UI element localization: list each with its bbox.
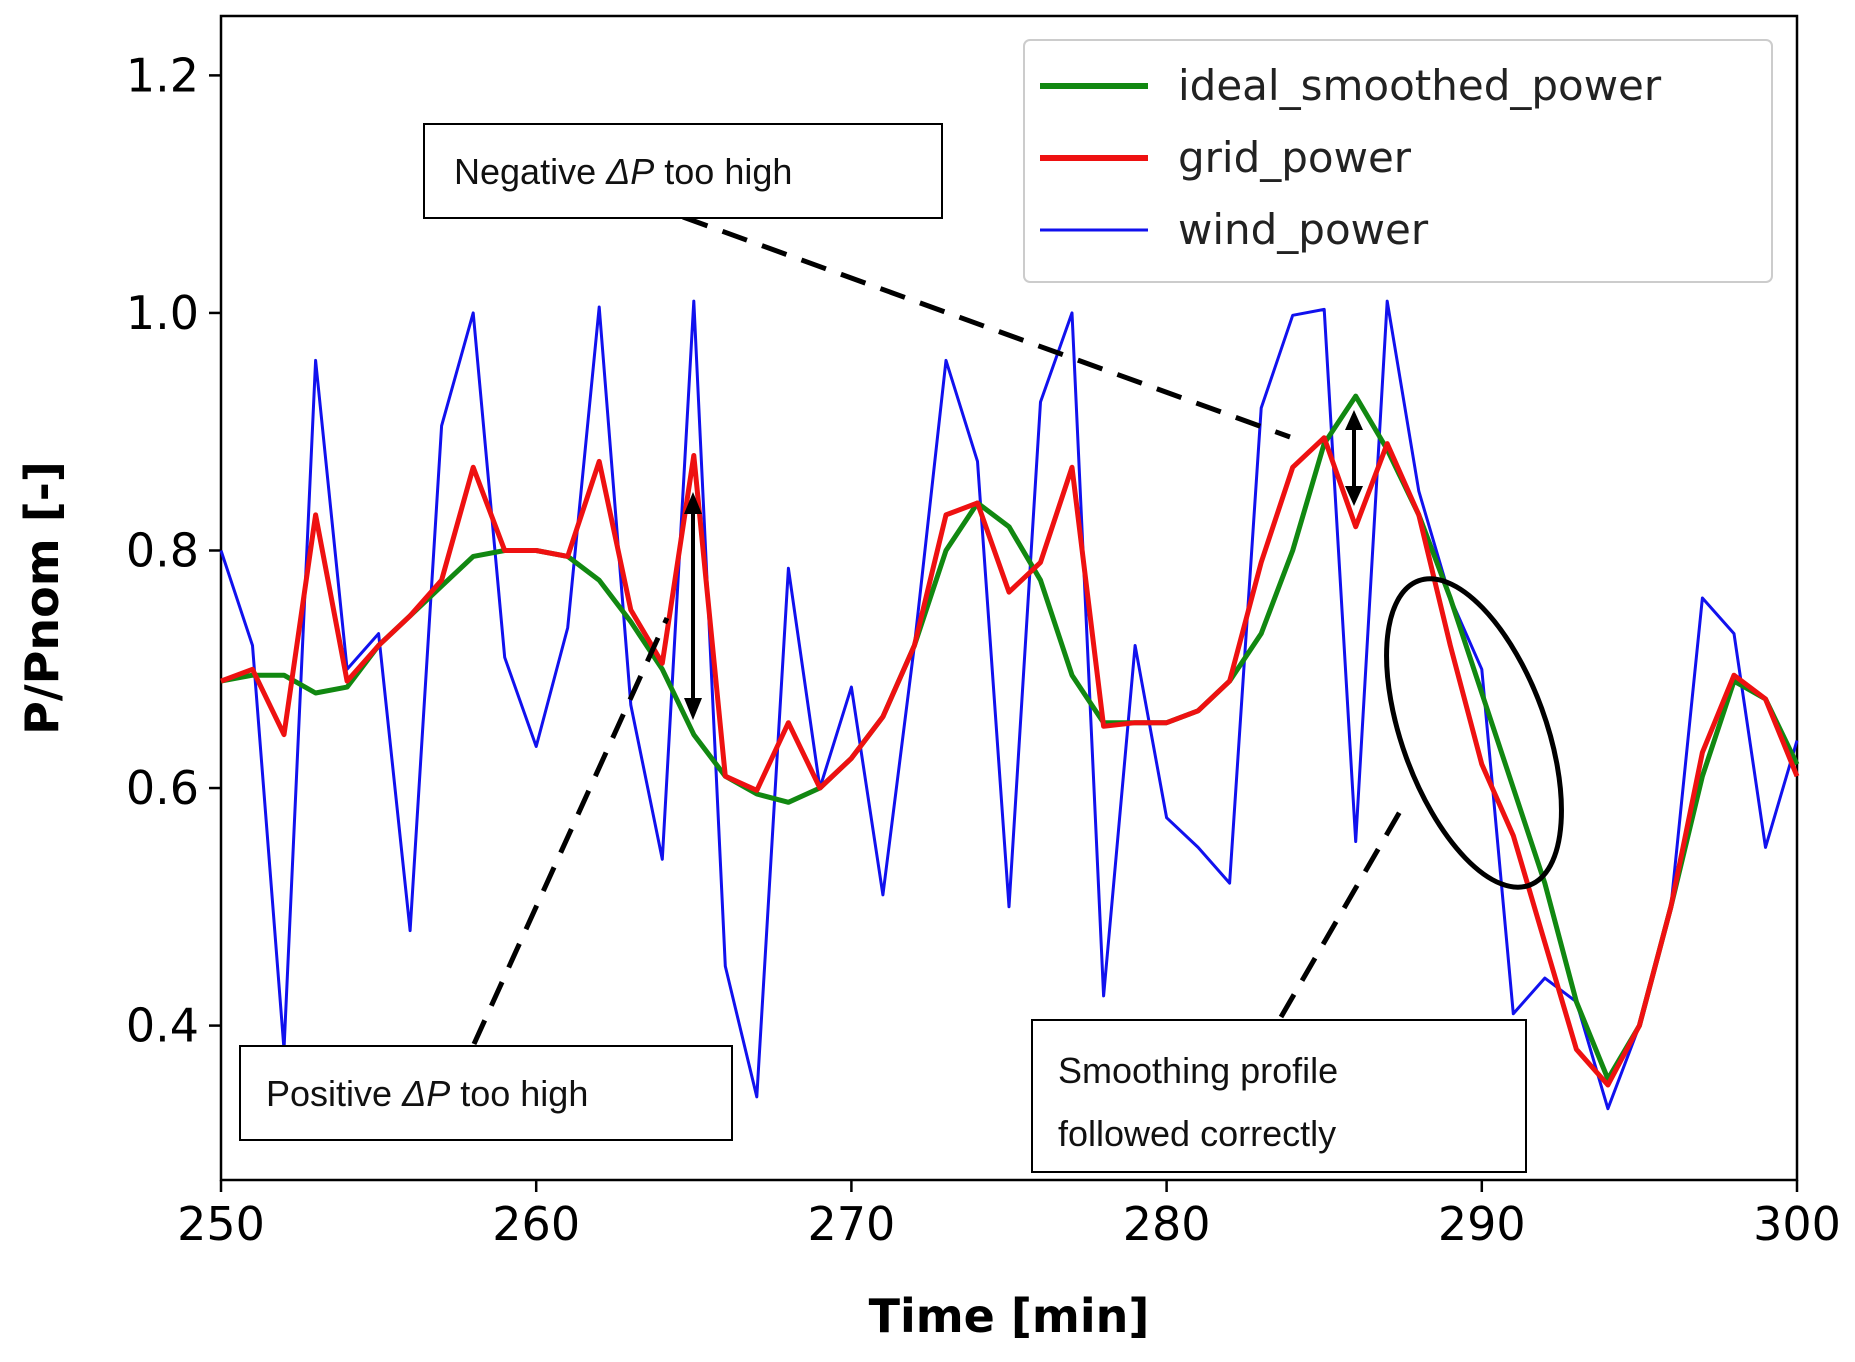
legend-label-ideal-smoothed-power: ideal_smoothed_power	[1178, 61, 1662, 110]
delta-arrow-negative	[1345, 410, 1363, 506]
x-axis: 250 260 270 280 290 300	[177, 1180, 1841, 1251]
delta-arrow-positive	[684, 492, 702, 720]
x-tick-label: 250	[177, 1197, 265, 1251]
y-axis: 0.4 0.6 0.8 1.0 1.2	[126, 48, 221, 1053]
highlight-ellipse	[1384, 576, 1564, 890]
series-line-wind-power	[219, 299, 1799, 1111]
y-tick-label: 0.4	[126, 999, 199, 1053]
y-tick-label: 1.0	[126, 286, 199, 340]
legend-box	[1023, 39, 1773, 283]
leader-line-negative	[682, 214, 1291, 440]
x-axis-title: Time [min]	[869, 1289, 1150, 1343]
annotation-smoothing-profile: Smoothing profile followed correctly	[1031, 1019, 1527, 1173]
annotation-positive-delta: Positive ΔP too high	[239, 1045, 733, 1141]
legend: ideal_smoothed_power grid_power wind_pow…	[1023, 39, 1773, 283]
y-axis-title: P/Pnom [-]	[15, 461, 69, 735]
svg-text:Negative ΔP too high: Negative ΔP too high	[454, 151, 792, 192]
svg-text:followed correctly: followed correctly	[1058, 1113, 1336, 1154]
annotation-negative-delta: Negative ΔP too high	[423, 123, 943, 219]
svg-text:Smoothing profile: Smoothing profile	[1058, 1050, 1338, 1091]
y-tick-label: 0.6	[126, 761, 199, 815]
legend-label-wind-power: wind_power	[1178, 205, 1429, 254]
series-line-ideal-smoothed-power	[220, 393, 1800, 1082]
leader-line-positive	[471, 616, 670, 1046]
x-tick-label: 270	[807, 1197, 895, 1251]
x-tick-label: 300	[1753, 1197, 1841, 1251]
legend-label-grid-power: grid_power	[1178, 133, 1412, 182]
y-tick-label: 1.2	[126, 48, 199, 102]
y-tick-label: 0.8	[126, 523, 199, 577]
x-tick-label: 260	[492, 1197, 580, 1251]
x-tick-label: 290	[1438, 1197, 1526, 1251]
series-layer	[219, 299, 1800, 1111]
x-tick-label: 280	[1123, 1197, 1211, 1251]
svg-text:Positive ΔP too high: Positive ΔP too high	[266, 1073, 588, 1114]
series-line-grid-power	[220, 435, 1800, 1088]
